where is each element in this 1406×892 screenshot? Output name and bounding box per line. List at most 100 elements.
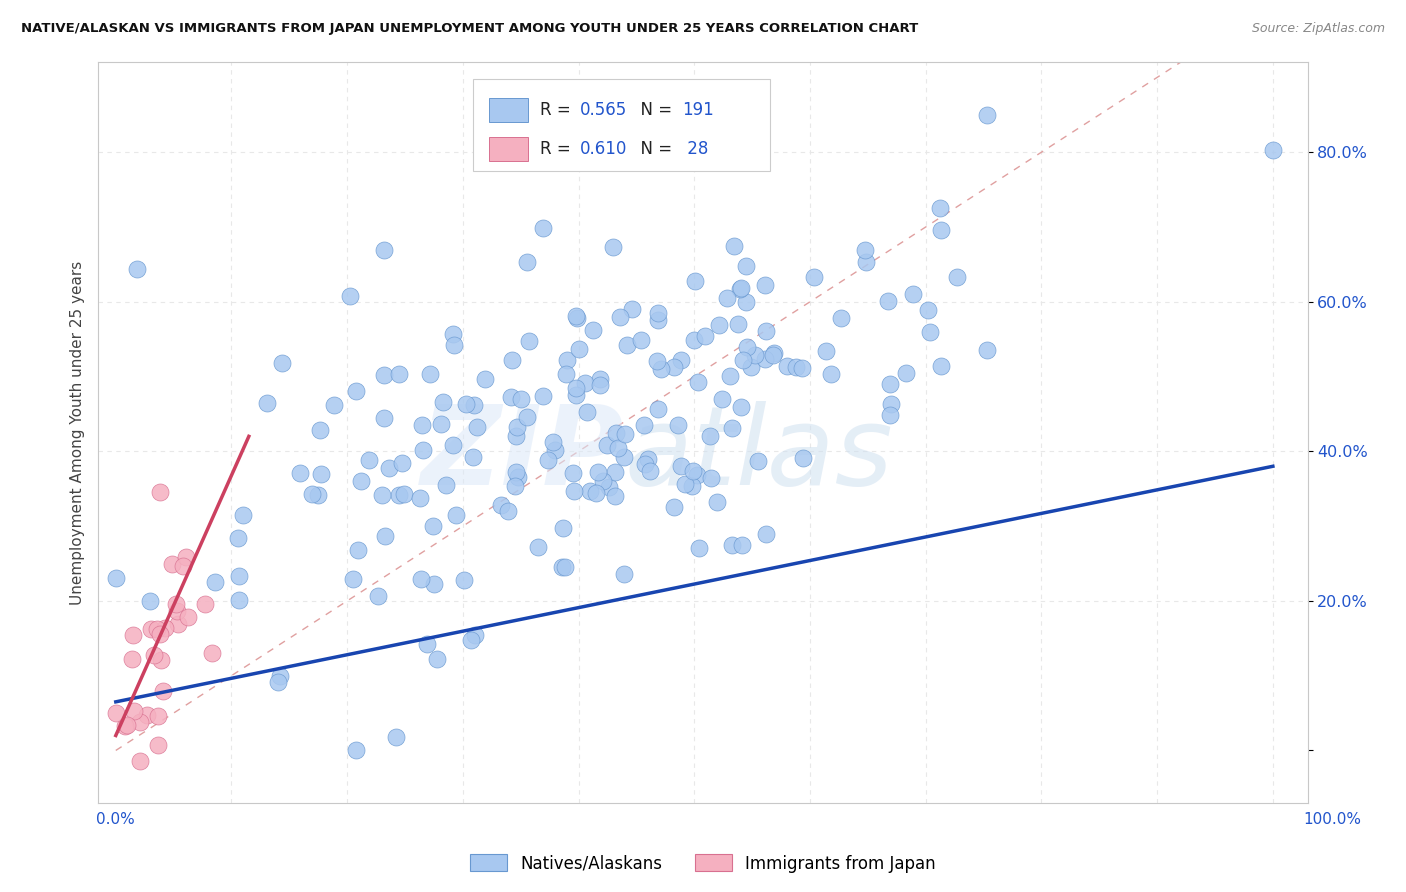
Point bbox=[135, 707, 157, 722]
Point bbox=[146, 738, 169, 752]
Point bbox=[373, 244, 395, 258]
Point bbox=[174, 549, 197, 564]
Point bbox=[290, 466, 312, 480]
Point bbox=[730, 401, 752, 415]
Point bbox=[633, 417, 655, 432]
Point bbox=[392, 487, 415, 501]
Point bbox=[683, 274, 706, 288]
Point bbox=[177, 610, 200, 624]
Point bbox=[152, 684, 174, 698]
Point bbox=[686, 467, 709, 482]
Point bbox=[637, 452, 659, 467]
Point bbox=[155, 621, 177, 635]
Point bbox=[139, 622, 162, 636]
Text: N =: N = bbox=[630, 101, 678, 119]
Point bbox=[814, 344, 837, 359]
Text: 0.610: 0.610 bbox=[579, 140, 627, 158]
Point bbox=[204, 574, 226, 589]
Text: R =: R = bbox=[540, 101, 576, 119]
Point bbox=[575, 405, 598, 419]
Point bbox=[232, 508, 254, 522]
Point bbox=[441, 327, 464, 342]
Point bbox=[426, 652, 449, 666]
Text: atlas: atlas bbox=[624, 401, 893, 508]
Point bbox=[309, 467, 332, 482]
Point bbox=[946, 270, 969, 285]
Point bbox=[461, 450, 484, 464]
Point bbox=[432, 395, 454, 409]
Point bbox=[104, 706, 127, 720]
Point bbox=[359, 453, 381, 467]
FancyBboxPatch shape bbox=[474, 78, 769, 171]
Point bbox=[391, 456, 413, 470]
Point bbox=[104, 571, 127, 585]
Point bbox=[460, 633, 482, 648]
Point bbox=[150, 653, 173, 667]
Point bbox=[589, 372, 612, 386]
Point bbox=[681, 479, 703, 493]
Point bbox=[730, 281, 752, 295]
Point bbox=[441, 438, 464, 452]
Point bbox=[516, 410, 538, 425]
Point bbox=[166, 604, 188, 618]
Point bbox=[688, 541, 710, 555]
Point bbox=[744, 349, 766, 363]
Point bbox=[607, 441, 630, 455]
Point bbox=[307, 488, 329, 502]
Point bbox=[194, 597, 217, 611]
Point bbox=[411, 418, 433, 433]
Point bbox=[830, 310, 852, 325]
Point bbox=[598, 480, 620, 494]
Point bbox=[160, 557, 183, 571]
Point bbox=[735, 295, 758, 310]
Point bbox=[727, 317, 749, 331]
Point bbox=[503, 479, 526, 493]
Point bbox=[419, 367, 441, 381]
Point bbox=[686, 375, 709, 389]
Point bbox=[735, 260, 758, 274]
Point bbox=[565, 309, 588, 323]
Point bbox=[501, 353, 523, 368]
Point bbox=[754, 278, 776, 293]
Point bbox=[115, 717, 138, 731]
Point bbox=[638, 464, 661, 478]
Point bbox=[579, 483, 602, 498]
Point bbox=[747, 454, 769, 468]
Point bbox=[453, 573, 475, 587]
Point bbox=[737, 340, 759, 354]
Point bbox=[929, 223, 952, 237]
Point bbox=[707, 318, 730, 333]
Point bbox=[733, 352, 755, 367]
Point bbox=[853, 243, 876, 257]
Point bbox=[474, 372, 496, 386]
Point bbox=[785, 359, 807, 374]
Point bbox=[122, 628, 145, 642]
Point bbox=[342, 572, 364, 586]
Point bbox=[519, 334, 541, 348]
Point bbox=[605, 465, 627, 479]
Point bbox=[613, 567, 636, 582]
Point bbox=[671, 353, 693, 368]
Point bbox=[673, 476, 696, 491]
Text: Source: ZipAtlas.com: Source: ZipAtlas.com bbox=[1251, 22, 1385, 36]
Point bbox=[423, 577, 446, 591]
Point bbox=[350, 475, 373, 489]
Point bbox=[647, 306, 669, 320]
Point bbox=[544, 442, 567, 457]
Point bbox=[323, 398, 346, 412]
Point bbox=[647, 402, 669, 417]
Point bbox=[146, 622, 169, 636]
Point bbox=[367, 589, 389, 603]
Point bbox=[464, 627, 486, 641]
Point bbox=[803, 270, 825, 285]
Point bbox=[554, 367, 576, 381]
Text: ZIP: ZIP bbox=[420, 401, 624, 508]
Point bbox=[720, 421, 742, 435]
Point bbox=[721, 539, 744, 553]
Point bbox=[388, 367, 411, 381]
Point bbox=[138, 594, 160, 608]
Point bbox=[456, 397, 478, 411]
Point bbox=[647, 313, 669, 327]
Point bbox=[650, 362, 672, 376]
Point bbox=[172, 559, 194, 574]
